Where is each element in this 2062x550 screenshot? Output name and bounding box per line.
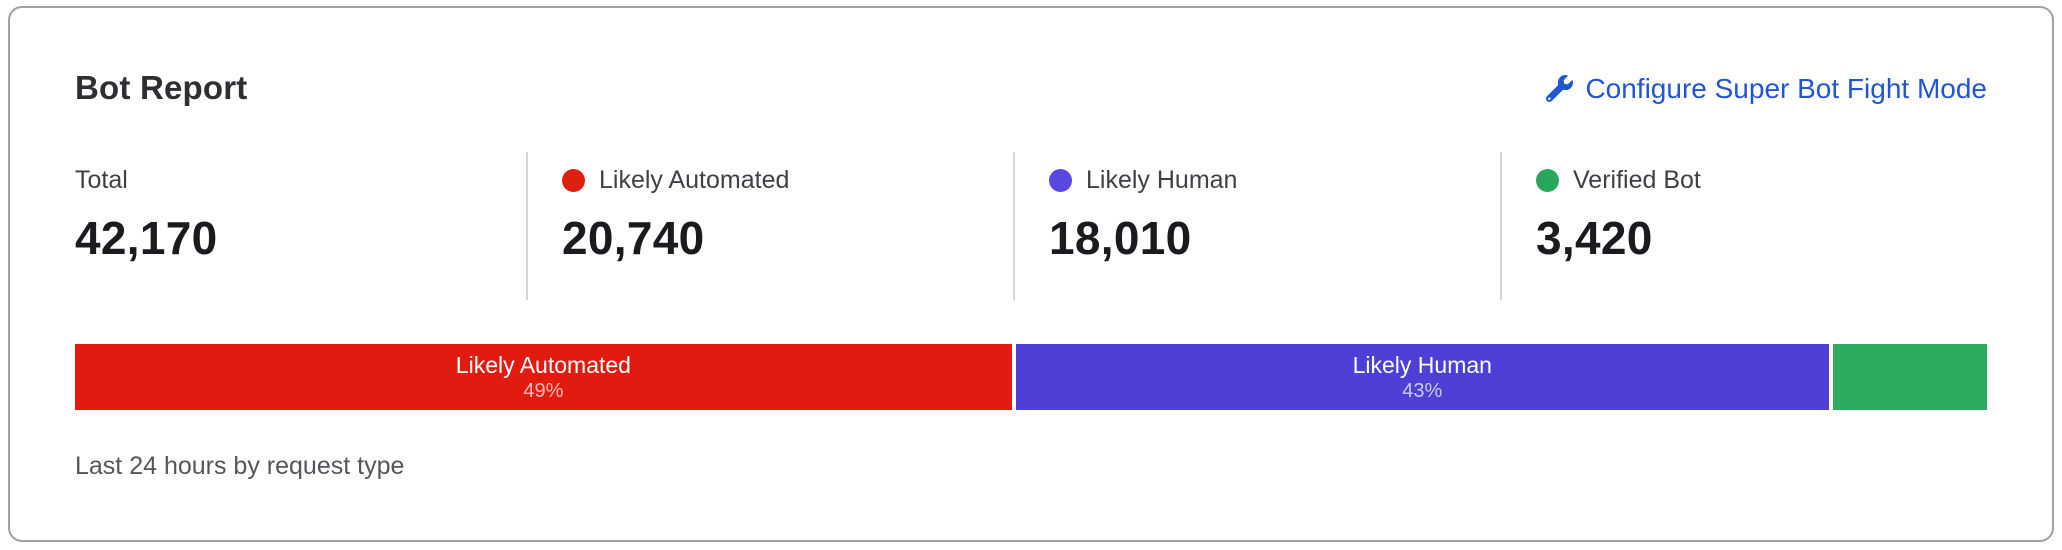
- likely-automated-dot-icon: [562, 169, 585, 193]
- bot-report-card: Bot Report Configure Super Bot Fight Mod…: [8, 6, 2054, 542]
- wrench-icon: [1546, 75, 1574, 103]
- bot-distribution-bar: Likely Automated 49% Likely Human 43%: [75, 344, 1988, 411]
- stat-label: Total: [75, 166, 128, 195]
- time-range-caption: Last 24 hours by request type: [75, 452, 405, 481]
- stats-row: Total 42,170 Likely Automated 20,740 Lik…: [75, 152, 1987, 301]
- stat-value: 18,010: [1049, 212, 1192, 265]
- bar-segment-likely-automated: Likely Automated 49%: [75, 344, 1012, 411]
- stat-total: Total 42,170: [75, 152, 526, 300]
- bar-segment-label: Likely Automated: [455, 352, 631, 379]
- stat-label: Likely Human: [1086, 166, 1238, 195]
- stat-value: 20,740: [562, 212, 705, 265]
- likely-human-dot-icon: [1049, 169, 1072, 193]
- stat-label: Likely Automated: [599, 166, 790, 195]
- bar-segment-label: Likely Human: [1352, 352, 1492, 379]
- stat-label: Verified Bot: [1573, 166, 1701, 195]
- stat-likely-automated: Likely Automated 20,740: [526, 152, 1013, 301]
- stat-likely-human: Likely Human 18,010: [1013, 152, 1500, 301]
- page-title: Bot Report: [75, 69, 248, 106]
- bar-segment-percent: 49%: [523, 380, 564, 403]
- stat-value: 3,420: [1536, 212, 1653, 265]
- bar-segment-likely-human: Likely Human 43%: [1015, 344, 1829, 411]
- card-header: Bot Report Configure Super Bot Fight Mod…: [75, 69, 1987, 106]
- stat-value: 42,170: [75, 212, 218, 265]
- bar-segment-verified-bot: [1832, 344, 1988, 411]
- configure-link-label: Configure Super Bot Fight Mode: [1585, 73, 1987, 104]
- bar-segment-percent: 43%: [1402, 380, 1443, 403]
- stat-verified-bot: Verified Bot 3,420: [1500, 152, 1987, 301]
- verified-bot-dot-icon: [1536, 169, 1559, 193]
- configure-super-bot-fight-mode-link[interactable]: Configure Super Bot Fight Mode: [1546, 72, 1987, 106]
